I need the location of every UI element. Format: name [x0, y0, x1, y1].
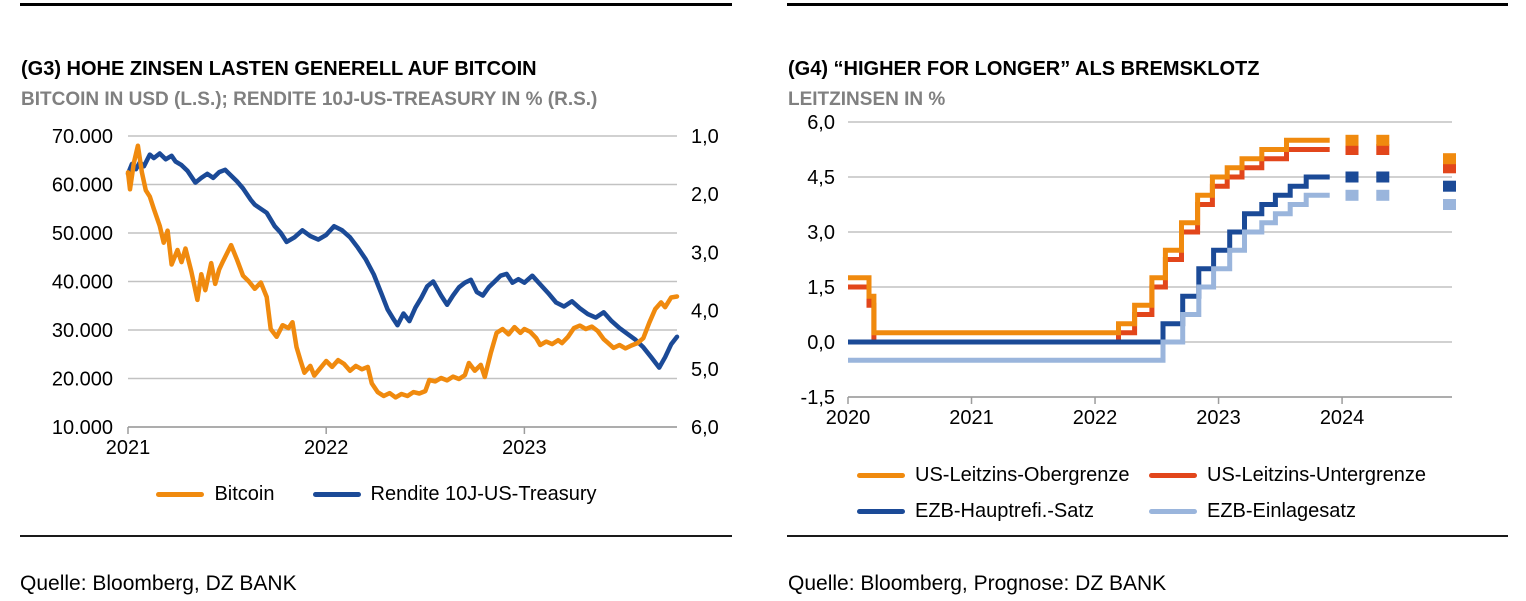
top-rule-right	[787, 3, 1508, 6]
g4-step-line-0	[848, 147, 1330, 345]
g4-x-axis-labels: 2020 2021 2022 2023 2024	[826, 407, 1365, 429]
g4-y-axis-labels: 6,0 4,5 3,0 1,5 0,0 -1,5	[801, 112, 835, 409]
g3-x-axis-labels: 2021 2022 2023	[106, 437, 547, 459]
legend-item-ezb-hauptrefi: EZB-Hauptrefi.-Satz	[857, 500, 1149, 523]
g3-source: Quelle: Bloomberg, DZ BANK	[20, 572, 297, 595]
treasury-line-swatch	[312, 491, 361, 497]
legend-label: US-Leitzins-Obergrenze	[915, 464, 1130, 486]
legend-label: Rendite 10J-US-Treasury	[370, 482, 597, 505]
us-obergrenze-line-swatch	[857, 473, 905, 478]
g4-step-line-1	[848, 137, 1330, 336]
svg-text:10.000: 10.000	[52, 417, 113, 439]
g3-bitcoin-treasury-chart: 70.000 60.000 50.000 40.000 30.000 20.000 10.0…	[52, 126, 719, 459]
svg-text:2024: 2024	[1320, 407, 1365, 429]
g4-subtitle: LEITZINSEN IN %	[788, 89, 946, 110]
ezb-einlagesatz-line-swatch	[1149, 509, 1197, 514]
legend-item-bitcoin: Bitcoin	[156, 482, 275, 506]
legend-item-treasury: Rendite 10J-US-Treasury	[312, 482, 597, 506]
g4-gridlines	[848, 121, 1452, 398]
legend-label: US-Leitzins-Untergrenze	[1207, 464, 1426, 486]
svg-text:2023: 2023	[502, 437, 547, 459]
svg-text:4,0: 4,0	[691, 301, 719, 323]
g4-step-line-2	[848, 174, 1330, 345]
bitcoin-line-swatch	[156, 491, 205, 497]
svg-text:2021: 2021	[106, 437, 151, 459]
ezb-hauptrefi-line-swatch	[857, 509, 905, 514]
g3-title: (G3) HOHE ZINSEN LASTEN GENERELL AUF BIT…	[21, 58, 537, 80]
svg-text:1,0: 1,0	[691, 126, 719, 148]
legend-label: Bitcoin	[214, 482, 275, 505]
svg-text:5,0: 5,0	[691, 359, 719, 381]
legend-label: EZB-Einlagesatz	[1207, 500, 1356, 522]
g3-gridlines	[128, 135, 677, 428]
g3-y-axis-right-labels: 1,0 2,0 3,0 4,0 5,0 6,0	[691, 126, 719, 439]
bottom-rule-right	[787, 535, 1508, 537]
svg-text:6,0: 6,0	[807, 112, 835, 134]
g4-step-line-3	[848, 192, 1330, 363]
svg-text:3,0: 3,0	[691, 242, 719, 264]
g3-x-axis	[127, 426, 677, 434]
legend-item-ezb-einlagesatz: EZB-Einlagesatz	[1149, 500, 1508, 523]
g4-x-axis	[847, 396, 1452, 404]
g3-line-bitcoin	[125, 143, 680, 400]
svg-text:2,0: 2,0	[691, 184, 719, 206]
svg-text:60.000: 60.000	[52, 175, 113, 197]
g4-forecast-markers-0	[1345, 144, 1456, 174]
g3-line-treasury	[125, 151, 680, 370]
top-rule-left	[20, 3, 732, 6]
us-untergrenze-line-swatch	[1149, 473, 1197, 478]
g3-y-axis-left-labels: 70.000 60.000 50.000 40.000 30.000 20.000 10.0…	[52, 126, 113, 439]
g4-forecast-markers-3	[1345, 189, 1456, 210]
svg-text:6,0: 6,0	[691, 417, 719, 439]
legend-item-us-obergrenze: US-Leitzins-Obergrenze	[857, 464, 1149, 487]
svg-text:1,5: 1,5	[807, 277, 835, 299]
legend-label: EZB-Hauptrefi.-Satz	[915, 500, 1094, 522]
svg-text:4,5: 4,5	[807, 167, 835, 189]
svg-text:70.000: 70.000	[52, 126, 113, 148]
svg-text:2022: 2022	[1073, 407, 1118, 429]
g4-title: (G4) “HIGHER FOR LONGER” ALS BREMSKLOTZ	[788, 58, 1260, 80]
svg-text:2022: 2022	[304, 437, 349, 459]
svg-text:20.000: 20.000	[52, 369, 113, 391]
svg-text:50.000: 50.000	[52, 223, 113, 245]
svg-text:2023: 2023	[1196, 407, 1241, 429]
g4-source: Quelle: Bloomberg, Prognose: DZ BANK	[788, 572, 1167, 595]
bottom-rule-left	[20, 535, 732, 537]
g4-forecast-markers-2	[1345, 171, 1456, 192]
g3-legend: Bitcoin Rendite 10J-US-Treasury	[20, 482, 733, 506]
svg-text:-1,5: -1,5	[801, 387, 835, 409]
svg-text:3,0: 3,0	[807, 222, 835, 244]
g3-subtitle: BITCOIN IN USD (L.S.); RENDITE 10J-US-TR…	[21, 89, 598, 110]
g4-forecast-markers-1	[1345, 134, 1456, 165]
svg-text:0,0: 0,0	[807, 332, 835, 354]
svg-text:2021: 2021	[949, 407, 994, 429]
g4-legend: US-Leitzins-Obergrenze US-Leitzins-Unter…	[787, 464, 1508, 523]
svg-text:40.000: 40.000	[52, 272, 113, 294]
svg-text:30.000: 30.000	[52, 320, 113, 342]
legend-item-us-untergrenze: US-Leitzins-Untergrenze	[1149, 464, 1508, 487]
svg-text:2020: 2020	[826, 407, 871, 429]
